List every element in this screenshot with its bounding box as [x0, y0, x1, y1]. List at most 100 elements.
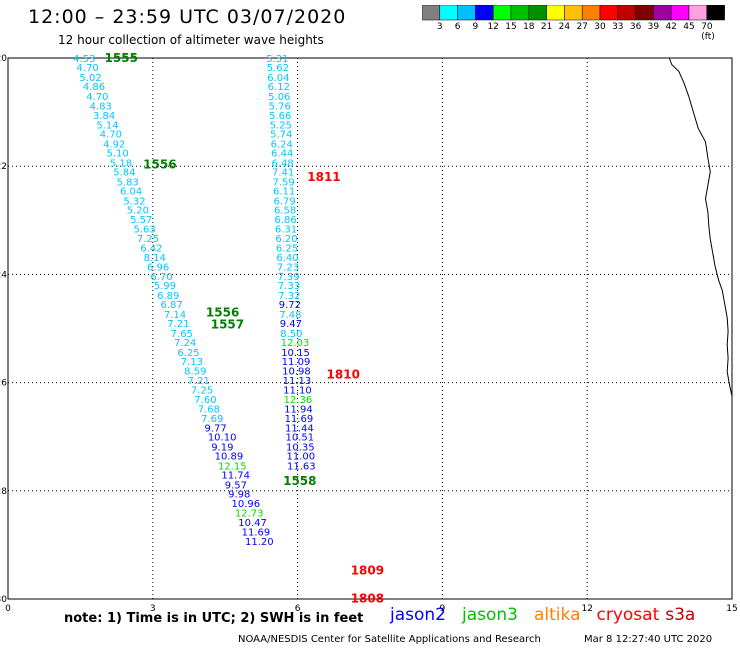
swh-value-west: 5.20	[127, 205, 149, 216]
coastline	[668, 57, 733, 397]
swh-value-east: 6.20	[275, 234, 297, 245]
colorbar-tick-label: 27	[576, 22, 588, 32]
swh-value-east: 12.03	[281, 338, 310, 349]
swh-value-west: 5.14	[96, 121, 118, 132]
swh-value-west: 5.99	[154, 281, 176, 292]
colorbar-tick-label: 18	[523, 22, 535, 32]
timestamp-text: Mar 8 12:27:40 UTC 2020	[584, 634, 713, 645]
swh-value-east: 5.76	[269, 102, 291, 113]
lat-tick-label: -22	[0, 162, 7, 172]
swh-value-west: 6.70	[150, 272, 172, 283]
swh-value-east: 6.25	[276, 243, 298, 254]
swh-value-east: 6.04	[267, 73, 289, 84]
swh-value-east: 6.12	[268, 82, 290, 93]
lat-tick-label: -20	[0, 54, 7, 64]
pass-number-label: 1555	[105, 51, 138, 65]
colorbar-tick-label: 39	[647, 22, 660, 32]
satellite-legend: jason2 jason3 altika cryosat s3a	[390, 605, 711, 625]
swh-value-west: 5.57	[130, 215, 152, 226]
map-graticule	[7, 57, 733, 600]
pass-number-label: 1810	[327, 367, 360, 381]
swh-value-east: 10.51	[286, 433, 315, 444]
colorbar-tick-label: 42	[665, 22, 677, 32]
colorbar-tick-label: 6	[454, 22, 461, 32]
swh-value-west: 10.10	[208, 433, 237, 444]
swh-value-east: 5.66	[269, 111, 291, 122]
credit-text: NOAA/NESDIS Center for Satellite Applica…	[238, 634, 541, 645]
swh-value-west: 8.59	[184, 367, 206, 378]
swh-value-east: 11.10	[283, 386, 312, 397]
swh-value-west: 9.77	[204, 424, 226, 435]
lon-tick-label: 3	[150, 604, 156, 614]
legend-jason2: jason2	[390, 605, 446, 625]
map-frame	[7, 57, 733, 600]
swh-value-west: 6.25	[177, 348, 199, 359]
swh-value-west: 9.98	[228, 490, 250, 501]
swh-value-east: 7.48	[279, 310, 301, 321]
swh-value-west: 7.13	[181, 357, 203, 368]
swh-value-west: 4.70	[86, 92, 108, 103]
note-text: note: 1) Time is in UTC; 2) SWH is in fe…	[64, 611, 364, 626]
colorbar-tick-label: 36	[629, 22, 642, 32]
colorbar-tick-label: 3	[436, 22, 443, 32]
swh-value-east: 6.86	[274, 215, 296, 226]
colorbar-tick-label: 21	[540, 22, 553, 32]
swh-value-west: 5.84	[113, 168, 135, 179]
colorbar-tick-label: 9	[472, 22, 479, 32]
swh-value-east: 6.24	[271, 139, 293, 150]
lon-tick-label: 15	[726, 604, 737, 614]
swh-value-east: 5.31	[266, 54, 288, 65]
swh-value-west: 7.21	[167, 319, 189, 330]
swh-value-west: 10.47	[238, 518, 267, 529]
swh-value-west: 7.69	[201, 414, 223, 425]
swh-value-east: 6.79	[273, 196, 295, 207]
pass-number-label: 1558	[283, 474, 316, 488]
swh-value-east: 11.69	[285, 414, 314, 425]
swh-value-east: 5.74	[270, 130, 292, 141]
swh-value-west: 6.89	[157, 291, 179, 302]
swh-value-west: 5.32	[123, 196, 145, 207]
swh-value-east: 7.59	[273, 177, 295, 188]
swh-value-west: 10.89	[215, 452, 244, 463]
swh-value-west: 6.42	[140, 243, 162, 254]
pass-number-label: 1808	[351, 591, 384, 605]
legend-cryosat: cryosat	[596, 605, 660, 625]
colorbar-tick-label: 30	[594, 22, 606, 32]
swh-value-west: 9.57	[225, 480, 247, 491]
swh-value-east: 6.48	[272, 158, 294, 169]
swh-value-east: 7.33	[278, 281, 300, 292]
swh-value-west: 5.18	[110, 158, 132, 169]
swh-value-east: 7.41	[272, 168, 294, 179]
swh-value-west: 4.53	[73, 54, 95, 65]
swh-value-east: 11.00	[286, 452, 315, 463]
page-title: 12:00 – 23:59 UTC 03/07/2020	[28, 6, 347, 28]
lat-tick-label: -30	[0, 595, 7, 605]
lat-tick-label: -24	[0, 270, 7, 280]
swh-value-west: 9.19	[211, 442, 233, 453]
swh-value-west: 4.70	[77, 63, 99, 74]
swh-value-east: 6.58	[274, 205, 296, 216]
swh-value-west: 7.24	[174, 338, 196, 349]
swh-value-west: 4.83	[90, 102, 112, 113]
swh-value-west: 6.04	[120, 187, 142, 198]
lat-tick-label: -28	[0, 487, 7, 497]
page-subtitle: 12 hour collection of altimeter wave hei…	[58, 33, 324, 47]
swh-value-west: 4.92	[103, 139, 125, 150]
swh-value-west: 7.65	[171, 329, 193, 340]
swh-value-west: 8.14	[144, 253, 166, 264]
swh-value-east: 7.32	[278, 291, 300, 302]
swh-value-west: 7.21	[188, 376, 210, 387]
legend-s3a: s3a	[665, 605, 696, 625]
swh-value-west: 4.70	[100, 130, 122, 141]
colorbar-tick-label: 70 (ft)	[701, 22, 715, 42]
swh-value-west: 11.20	[245, 537, 274, 548]
swh-value-west: 11.69	[242, 527, 271, 538]
pass-number-label: 1809	[351, 563, 384, 577]
colorbar-tick-label: 12	[487, 22, 499, 32]
map-axes: -20 -22 -24 -26 -28 -300 3 6 9 12 15	[0, 54, 738, 614]
legend-jason3: jason3	[462, 605, 518, 625]
colorbar-swatch	[706, 5, 725, 21]
colorbar-labels: 3 6 9 12 15 18 21 24 27 30 33 36 39 42 45 70 (ft)	[422, 22, 740, 42]
swh-value-east: 5.06	[268, 92, 290, 103]
